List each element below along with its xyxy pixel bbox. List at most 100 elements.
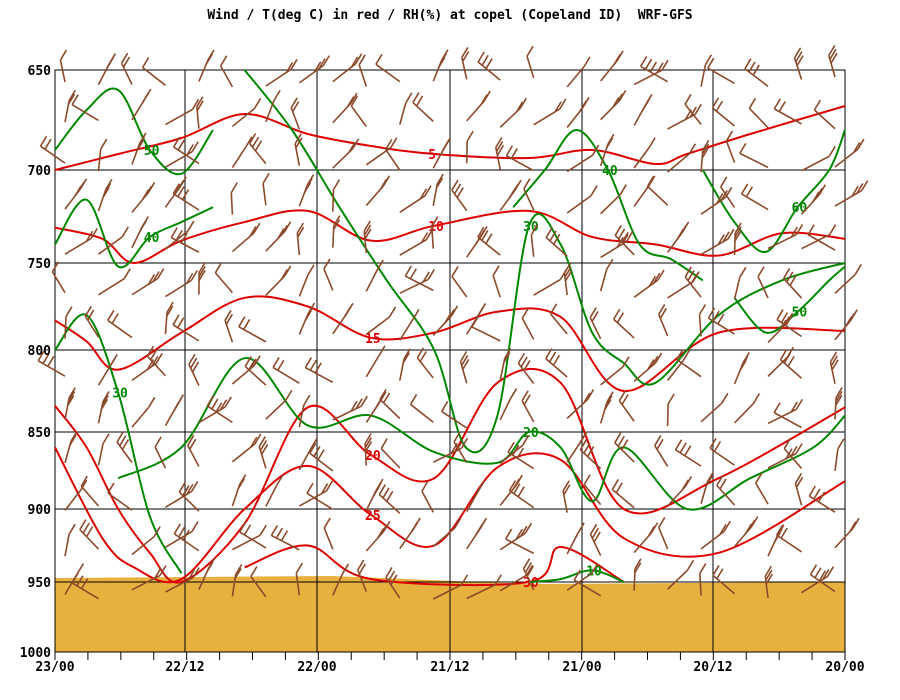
wind-barb-226 (633, 269, 665, 298)
wind-barb-197 (566, 144, 600, 173)
wind-barb-shaft-73 (206, 405, 233, 424)
wind-barb-flag-182-0 (526, 45, 534, 57)
wind-barb-flag-292-0 (776, 309, 784, 320)
wind-barb-shaft-261 (711, 107, 736, 127)
wind-barb-55 (172, 183, 200, 211)
wind-barb-flag-282-1 (790, 445, 798, 457)
wind-barb-flag-250-1 (720, 189, 728, 201)
wind-barb-258 (700, 520, 731, 550)
wind-barb-flag-252-0 (684, 266, 692, 278)
wind-barb-flag-301-1 (853, 142, 861, 153)
wind-barb-flag-225-0 (614, 225, 622, 236)
wind-barb-145 (432, 136, 452, 169)
wind-barb-flag-225-1 (617, 228, 626, 240)
wind-barb-shaft-90 (250, 576, 267, 598)
wind-barb-shaft-2 (40, 145, 66, 164)
wind-barb-flag-161-0 (451, 266, 459, 277)
wind-barb-57 (198, 262, 206, 295)
wind-barb-flag-33-0 (155, 352, 163, 364)
wind-barb-flag-192-1 (513, 483, 521, 495)
wind-barb-shaft-98 (272, 366, 300, 384)
wind-barb-shaft-39 (142, 66, 166, 86)
wind-barb-flag-310-1 (849, 521, 857, 533)
wind-barb-296 (794, 472, 804, 506)
wind-barb-177 (499, 388, 518, 421)
wind-barb-78 (265, 59, 298, 87)
wind-barb-shaft-207 (566, 572, 593, 591)
wind-barb-82 (265, 221, 292, 252)
rh-contour-label-6: 50 (792, 306, 808, 321)
wind-barb-179 (499, 474, 523, 506)
chart-title: Wind / T(deg C) in red / RH(%) at copel … (207, 8, 693, 23)
wind-barb-flag-201-0 (549, 303, 558, 315)
wind-barb-flag-234-1 (644, 58, 653, 70)
wind-barb-flag-22-0 (102, 433, 110, 445)
wind-barb-flag-240-0 (658, 304, 666, 315)
wind-barb-144 (412, 92, 434, 122)
wind-barb-flag-253-0 (698, 304, 707, 315)
wind-barb-flag-297-1 (780, 527, 788, 539)
wind-barb-shaft-260 (707, 67, 735, 85)
wind-barb-shaft-56 (170, 236, 200, 253)
wind-barb-220 (573, 569, 602, 597)
wind-barb-310 (834, 517, 860, 549)
wind-barb-flag-156-1 (462, 50, 470, 62)
wind-barb-flag-212-2 (616, 236, 624, 248)
wind-barb-shaft-259 (698, 573, 702, 596)
wind-barb-flag-197-0 (591, 144, 600, 156)
wind-barb-flag-219-2 (593, 531, 601, 543)
wind-barb-flag-297-0 (775, 524, 784, 536)
y-tick-label-2: 750 (28, 257, 52, 272)
wind-barb-flag-92-0 (290, 97, 298, 109)
wind-barb-59 (188, 353, 200, 386)
wind-barb-flag-289-1 (815, 187, 823, 199)
wind-barb-shaft-7 (37, 360, 66, 377)
rh-contour-5 (701, 129, 846, 253)
wind-barb-flag-31-2 (147, 273, 156, 285)
wind-barb-flag-62-1 (182, 485, 190, 496)
wind-barb-shaft-274 (748, 107, 769, 129)
wind-barb-54 (172, 136, 200, 165)
wind-barb-140 (378, 484, 401, 514)
wind-barb-flag-131-0 (405, 92, 413, 104)
wind-barb-120 (365, 175, 391, 207)
wind-barb-241 (666, 349, 691, 382)
y-tick-label-4: 850 (28, 426, 52, 441)
wind-barb-flag-252-1 (687, 270, 695, 281)
wind-barb-shaft-255 (700, 402, 723, 423)
wind-barb-flag-48-0 (154, 436, 162, 448)
wind-barb-flag-52-1 (205, 53, 214, 65)
wind-barb-153 (421, 480, 434, 513)
wind-barb-31 (131, 268, 165, 296)
wind-barb-shaft-236 (667, 153, 690, 173)
wind-barb-flag-153-0 (421, 480, 429, 492)
wind-barb-flag-84-1 (242, 319, 251, 330)
wind-barb-188 (521, 307, 535, 340)
wind-barb-flag-232-1 (647, 525, 656, 537)
wind-barb-108 (332, 215, 341, 248)
wind-barb-shaft-234 (640, 65, 669, 83)
wind-barb-flag-306-1 (830, 355, 838, 367)
wind-barb-flag-192-0 (508, 480, 517, 491)
wind-barb-9 (64, 430, 78, 464)
wind-barb-flag-37-0 (153, 526, 161, 537)
wind-barb-flag-55-2 (181, 189, 190, 200)
wind-barb-254 (676, 349, 702, 378)
wind-barb-237 (646, 175, 669, 206)
wind-barb-flag-276-0 (740, 183, 749, 195)
wind-barb-170 (499, 97, 527, 128)
wind-barb-flag-7-2 (47, 355, 55, 367)
wind-barb-286 (793, 47, 804, 80)
wind-barb-flag-212-0 (625, 230, 634, 242)
wind-barb-flag-281-0 (795, 398, 803, 410)
wind-barb-flag-16-0 (105, 178, 113, 190)
wind-barb-70 (214, 262, 233, 294)
wind-barb-243 (654, 435, 669, 467)
wind-barb-shaft-117 (358, 64, 368, 87)
wind-barb-shaft-10 (64, 489, 82, 511)
wind-barb-flag-38-1 (154, 567, 162, 579)
temp-contour-1 (54, 209, 846, 265)
wind-barb-247 (700, 54, 713, 87)
wind-barb-flag-311-2 (818, 570, 827, 582)
wind-barb-flag-105-1 (346, 96, 355, 108)
